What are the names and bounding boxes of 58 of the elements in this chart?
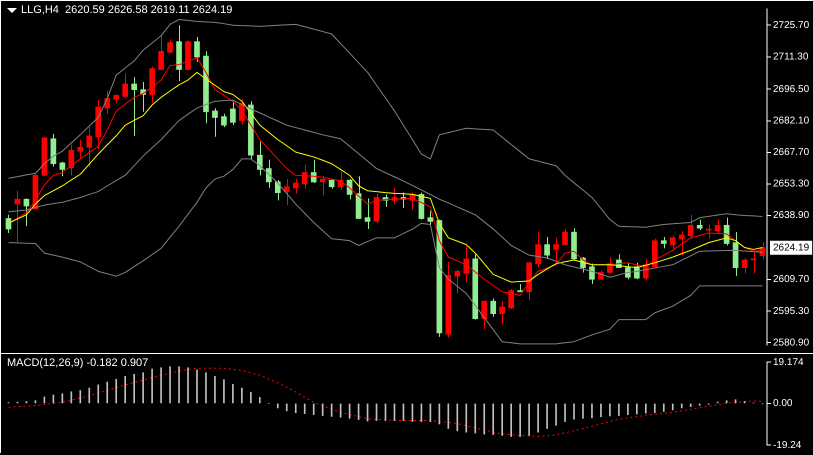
candlestick <box>490 298 496 318</box>
candlestick <box>688 214 694 240</box>
candlestick <box>714 219 720 234</box>
candlestick <box>24 198 30 227</box>
candlestick <box>499 300 506 325</box>
candlestick <box>212 108 218 138</box>
text: 2624.19 <box>773 242 810 254</box>
chart-title: MACD(12,26,9) -0.182 0.907 <box>7 357 148 369</box>
y-tick-label: 2609.70 <box>773 274 810 286</box>
y-tick-label: -19.24 <box>773 440 802 451</box>
candlestick <box>364 198 370 230</box>
candlestick <box>742 257 748 274</box>
candlestick <box>660 236 667 249</box>
candlestick <box>284 178 290 206</box>
candlestick <box>68 144 74 176</box>
y-tick-label: 2667.70 <box>773 147 810 158</box>
candlestick <box>589 263 595 285</box>
candlestick <box>678 230 685 256</box>
candlestick <box>310 159 317 184</box>
candlestick <box>562 228 568 246</box>
candlestick <box>131 76 137 136</box>
y-tick-label: 2580.90 <box>773 337 810 348</box>
chart-title: LLG,H4 2620.59 2626.58 2619.11 2624.19 <box>21 4 232 16</box>
candlestick <box>481 300 488 330</box>
candlestick <box>346 178 352 200</box>
candlestick <box>221 113 227 128</box>
line-series <box>8 368 764 437</box>
candlestick <box>230 100 236 126</box>
candlestick <box>292 178 299 194</box>
candlestick <box>6 214 12 234</box>
candlestick <box>14 190 20 242</box>
candlestick <box>328 178 334 190</box>
candlestick <box>60 161 66 177</box>
y-tick-label: 0.00 <box>773 398 793 410</box>
candlestick <box>750 252 756 274</box>
candlestick <box>77 139 84 159</box>
y-tick-label: 2725.70 <box>773 20 810 31</box>
candlestick <box>535 232 541 268</box>
candlestick <box>553 237 559 264</box>
y-tick-label: 2653.30 <box>773 178 810 190</box>
y-tick-label: 2696.50 <box>773 84 810 95</box>
candlestick <box>266 159 272 188</box>
candlestick <box>167 40 173 54</box>
y-tick-label: 19.174 <box>773 356 804 368</box>
candlestick <box>670 235 676 251</box>
candlestick <box>696 219 703 231</box>
candlestick <box>454 269 460 294</box>
y-tick-label: 2638.90 <box>773 210 810 222</box>
y-tick-label: 2711.30 <box>773 52 809 63</box>
candlestick <box>320 176 326 196</box>
y-tick-label: 2682.10 <box>773 116 810 127</box>
candlestick <box>122 72 128 99</box>
candlestick <box>194 36 200 62</box>
y-tick-label: 2595.30 <box>773 306 810 317</box>
candlestick <box>86 126 92 168</box>
candlestick <box>544 236 550 260</box>
candlestick <box>158 35 164 71</box>
candlestick <box>706 224 712 240</box>
